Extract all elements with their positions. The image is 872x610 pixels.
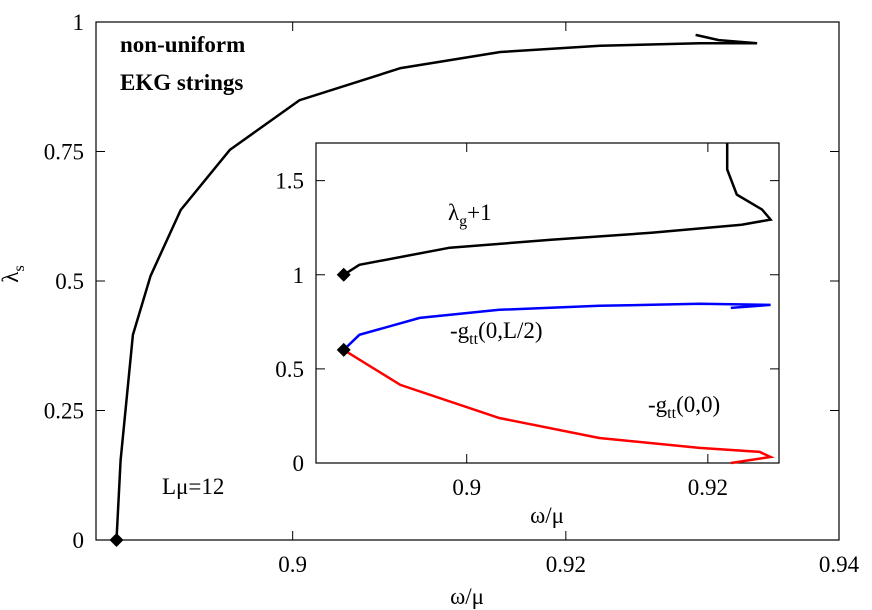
series-line [343, 348, 775, 465]
y-tick-label: 0.5 [275, 357, 304, 382]
annotation: -gtt(0,0) [648, 392, 720, 422]
y-tick-label: 0.5 [55, 269, 84, 294]
x-tick-label: 0.9 [278, 552, 307, 577]
annotation: EKG strings [120, 70, 243, 95]
x-axis-label: ω/μ [450, 584, 484, 609]
annotation: -gtt(0,L/2) [450, 318, 543, 348]
y-tick-label: 0 [73, 528, 85, 553]
x-tick-label: 0.92 [688, 475, 728, 500]
text-part: λ [0, 271, 23, 283]
subscript: tt [469, 331, 478, 348]
annotation: Lμ=12 [162, 474, 224, 499]
start-marker [336, 342, 351, 357]
text-part: +1 [467, 200, 491, 225]
y-tick-label: 0.25 [44, 399, 84, 424]
subscript: tt [667, 405, 676, 422]
x-tick-label: 0.92 [546, 552, 586, 577]
text-part: (0,L/2) [478, 318, 543, 343]
x-tick-label: 0.9 [452, 475, 481, 500]
y-tick-label: 0 [293, 451, 305, 476]
text-part: -g [450, 318, 470, 343]
series-line [343, 143, 773, 276]
text-part: non-uniform [120, 32, 245, 57]
series-line [115, 33, 758, 541]
subscript: g [459, 213, 467, 230]
start-marker [109, 533, 124, 547]
series-line [342, 302, 771, 351]
text-part: EKG strings [120, 70, 243, 95]
start-marker [336, 267, 351, 282]
text-part: (0,0) [676, 392, 720, 417]
y-tick-label: 0.75 [44, 140, 84, 165]
y-tick-label: 1.5 [275, 169, 304, 194]
y-tick-label: 1 [73, 10, 85, 35]
annotation: λg+1 [448, 200, 492, 230]
text-part: -g [648, 392, 668, 417]
annotation: non-uniform [120, 32, 245, 57]
y-tick-label: 1 [293, 263, 305, 288]
text-part: λ [448, 200, 460, 225]
x-axis-label: ω/μ [530, 503, 564, 528]
y-axis-label: λs [0, 265, 28, 282]
x-tick-label: 0.94 [819, 552, 860, 577]
text-part: Lμ=12 [162, 474, 224, 499]
subscript: s [11, 265, 28, 271]
